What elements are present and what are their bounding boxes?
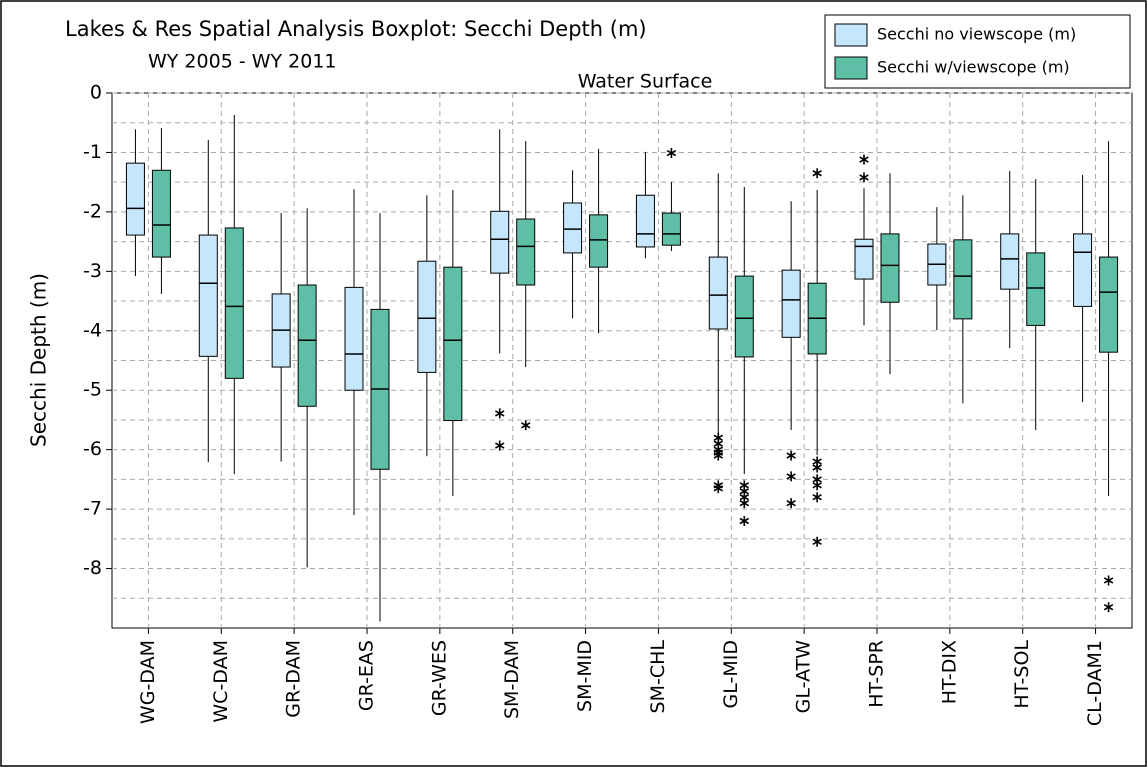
chart-subtitle: WY 2005 - WY 2011 — [148, 51, 337, 73]
box — [417, 260, 437, 373]
y-tick-label: -5 — [83, 379, 102, 401]
outlier — [520, 420, 531, 431]
annotation: Water Surface — [578, 71, 713, 93]
legend-swatch — [834, 56, 868, 80]
outlier — [812, 480, 822, 491]
legend-box — [824, 14, 1131, 89]
box — [661, 212, 681, 246]
box — [490, 210, 510, 274]
chart-title: Lakes & Res Spatial Analysis Boxplot: Se… — [65, 17, 647, 41]
x-tick-label: GL-MID — [720, 640, 742, 708]
outlier — [666, 148, 677, 159]
box — [516, 218, 536, 286]
box — [781, 269, 801, 338]
y-tick-label: -3 — [83, 260, 102, 282]
outlier — [1103, 602, 1114, 613]
box — [1099, 256, 1119, 353]
y-tick-label: -2 — [83, 200, 102, 222]
y-tick-label: -6 — [83, 438, 102, 460]
outlier — [739, 516, 750, 526]
box — [589, 214, 609, 268]
box — [1026, 252, 1046, 326]
outlier — [812, 462, 822, 473]
outlier — [494, 408, 505, 419]
box — [297, 284, 317, 407]
box — [1073, 233, 1093, 307]
y-tick-label: -8 — [83, 557, 102, 579]
outlier — [494, 440, 505, 451]
x-tick-label: SM-DAM — [501, 640, 523, 719]
outlier — [1103, 575, 1114, 586]
x-tick-label: HT-SPR — [866, 640, 888, 708]
x-tick-label: CL-DAM1 — [1084, 640, 1106, 726]
box — [563, 202, 583, 254]
box — [224, 227, 244, 379]
x-tick-label: SM-CHL — [647, 640, 669, 714]
box — [635, 194, 655, 248]
x-tick-label: GR-EAS — [356, 640, 378, 711]
legend-swatch — [834, 23, 868, 47]
x-tick-label: SM-MID — [574, 640, 596, 712]
y-tick-label: 0 — [90, 82, 102, 104]
x-tick-label: GR-DAM — [283, 640, 305, 718]
legend-label: Secchi w/viewscope (m) — [877, 58, 1070, 77]
y-axis-label: Secchi Depth (m) — [27, 273, 51, 447]
x-tick-label: WG-DAM — [137, 640, 159, 724]
box — [125, 162, 145, 236]
outlier — [812, 536, 822, 547]
x-tick-label: WC-DAM — [210, 640, 232, 723]
x-tick-label: GL-ATW — [793, 640, 815, 714]
box — [854, 238, 874, 280]
outlier — [739, 498, 750, 509]
outlier — [786, 471, 796, 482]
outlier — [859, 172, 869, 183]
box — [151, 169, 171, 258]
outlier — [713, 450, 724, 461]
outlier — [713, 483, 724, 494]
outlier — [812, 492, 822, 503]
box — [953, 239, 973, 320]
box — [708, 256, 728, 330]
outlier — [859, 154, 869, 165]
legend-label: Secchi no viewscope (m) — [877, 25, 1076, 44]
box — [443, 266, 463, 422]
outlier — [786, 450, 796, 461]
outlier — [812, 168, 822, 179]
box — [198, 234, 218, 357]
box — [880, 233, 900, 303]
y-tick-label: -4 — [83, 319, 102, 341]
y-tick-label: -7 — [83, 498, 102, 520]
x-tick-label: HT-SOL — [1011, 640, 1033, 709]
x-tick-label: GR-WES — [428, 640, 450, 716]
outlier — [786, 498, 796, 509]
y-tick-label: -1 — [83, 141, 102, 163]
box — [1000, 233, 1020, 290]
box — [344, 286, 364, 391]
x-tick-label: HT-DIX — [938, 640, 960, 704]
box — [734, 275, 754, 358]
